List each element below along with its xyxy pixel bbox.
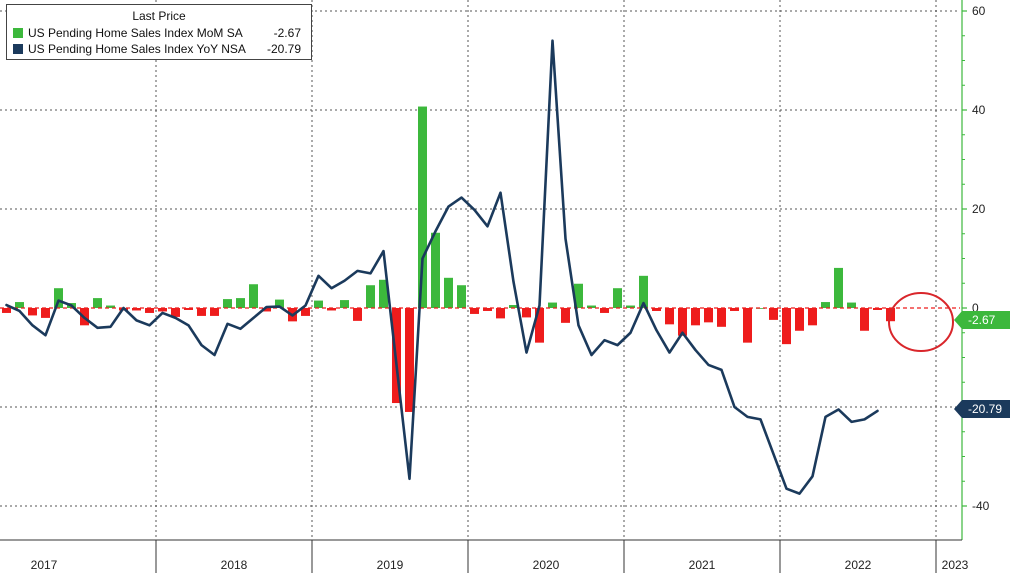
x-year-label: 2022 <box>845 558 872 572</box>
yoy-last-value-text: -20.79 <box>968 402 1003 416</box>
mom-bar <box>561 308 570 323</box>
mom-bar <box>834 267 843 308</box>
mom-bar <box>847 302 856 308</box>
legend-swatch-navy-icon <box>13 44 23 54</box>
mom-bar <box>626 305 635 308</box>
mom-bar <box>262 308 271 312</box>
grid-lines <box>0 0 960 540</box>
yoy-line-layer <box>5 39 879 495</box>
mom-bar <box>873 308 882 310</box>
mom-bar <box>743 308 752 343</box>
mom-bar <box>249 284 258 308</box>
mom-bar <box>795 308 804 331</box>
mom-bar <box>223 299 232 308</box>
mom-bar <box>236 298 245 308</box>
mom-bar <box>15 302 24 308</box>
x-year-label: 2019 <box>377 558 404 572</box>
mom-bar <box>821 302 830 308</box>
mom-bar <box>327 308 336 311</box>
mom-bar <box>184 308 193 310</box>
mom-bar <box>860 308 869 331</box>
mom-bar <box>548 302 557 308</box>
y-tick-label: -40 <box>972 499 990 513</box>
mom-last-value-tag: -2.67 <box>954 311 1010 329</box>
mom-bar <box>28 308 37 316</box>
mom-bar <box>41 308 50 318</box>
legend-item-mom-name: US Pending Home Sales Index MoM SA <box>28 26 243 40</box>
mom-bar <box>769 308 778 320</box>
x-year-label: 2021 <box>689 558 716 572</box>
mom-bar <box>353 308 362 321</box>
legend-item-mom-value: -2.67 <box>273 26 301 40</box>
legend-item-yoy-name: US Pending Home Sales Index YoY NSA <box>28 42 246 56</box>
mom-bars <box>2 106 895 412</box>
mom-bar <box>470 308 479 314</box>
y-tick-label: 0 <box>972 301 979 315</box>
mom-bar <box>379 279 388 308</box>
mom-bar <box>54 288 63 308</box>
mom-bar <box>106 305 115 308</box>
mom-bar <box>717 308 726 327</box>
mom-bar <box>730 308 739 311</box>
mom-bar <box>366 285 375 308</box>
mom-bar <box>145 308 154 313</box>
y-tick-label: 60 <box>972 4 986 18</box>
mom-bar <box>665 308 674 325</box>
mom-bar <box>2 308 11 313</box>
mom-bar <box>483 308 492 311</box>
legend-item-yoy-value: -20.79 <box>266 42 301 56</box>
legend-item-yoy: US Pending Home Sales Index YoY NSA -20.7… <box>13 42 301 56</box>
mom-bar <box>275 299 284 308</box>
mom-bar <box>600 308 609 313</box>
legend-swatch-green-icon <box>13 28 23 38</box>
mom-bar <box>509 305 518 308</box>
mom-bar <box>405 308 414 412</box>
yoy-last-value-tag: -20.79 <box>954 400 1010 418</box>
legend-title: Last Price <box>132 9 186 23</box>
y-tick-label: 20 <box>972 202 986 216</box>
mom-bar <box>457 285 466 308</box>
y-tick-label: 40 <box>972 103 986 117</box>
mom-bar <box>418 106 427 308</box>
mom-bar <box>132 308 141 311</box>
mom-bar <box>301 308 310 316</box>
mom-bar <box>340 300 349 308</box>
x-year-label: 2020 <box>533 558 560 572</box>
mom-bar <box>782 308 791 345</box>
mom-bar <box>691 308 700 326</box>
mom-bar <box>431 232 440 308</box>
highlight-ellipse <box>888 292 954 352</box>
yoy-line <box>5 39 879 495</box>
mom-bar <box>93 298 102 308</box>
mom-bar <box>587 305 596 308</box>
x-year-label: 2017 <box>31 558 58 572</box>
mom-bar <box>704 308 713 323</box>
mom-bar <box>197 308 206 316</box>
mom-bar <box>314 300 323 308</box>
mom-bar <box>639 275 648 308</box>
mom-bar <box>444 277 453 308</box>
mom-bar <box>210 308 219 316</box>
mom-bar <box>756 308 765 309</box>
mom-last-value-text: -2.67 <box>968 313 996 327</box>
mom-bar <box>678 308 687 336</box>
legend-item-mom: US Pending Home Sales Index MoM SA -2.67 <box>13 26 301 40</box>
legend: Last Price US Pending Home Sales Index M… <box>6 4 312 60</box>
mom-bar <box>613 288 622 308</box>
mom-bar <box>808 308 817 326</box>
mom-bar <box>171 308 180 317</box>
mom-bar <box>652 308 661 311</box>
x-year-label: 2023 <box>942 558 969 572</box>
highlight-circle <box>888 292 954 352</box>
mom-bar <box>496 308 505 319</box>
mom-bar <box>535 308 544 343</box>
x-year-label: 2018 <box>221 558 248 572</box>
mom-bar <box>158 308 167 312</box>
mom-bar <box>574 283 583 308</box>
mom-bar <box>522 308 531 318</box>
